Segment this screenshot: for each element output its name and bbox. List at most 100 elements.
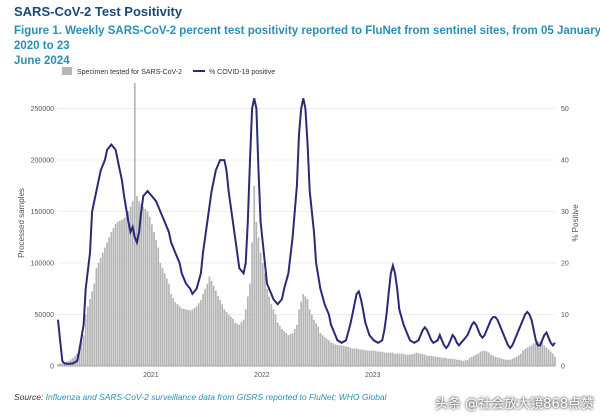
sample-bar — [268, 296, 271, 366]
sample-bar — [204, 288, 207, 366]
sample-bar — [119, 220, 121, 366]
left-tick-label: 50000 — [35, 312, 55, 319]
sample-bar — [129, 206, 132, 366]
sample-bar — [221, 304, 224, 366]
sample-bar — [146, 211, 149, 366]
sample-bar — [419, 353, 422, 366]
sample-bar — [223, 309, 226, 366]
sample-bar — [180, 308, 183, 366]
sample-bar — [287, 335, 290, 366]
sample-bar — [59, 363, 61, 366]
sample-bar — [475, 354, 477, 366]
sample-bar — [153, 232, 155, 366]
sample-bar — [347, 346, 349, 366]
sample-bar — [99, 257, 102, 366]
sample-bar — [238, 324, 241, 366]
figure-title-line1: Figure 1. Weekly SARS-CoV-2 percent test… — [14, 25, 600, 52]
sample-bar — [283, 330, 285, 366]
sample-bar — [168, 283, 170, 366]
sample-bar — [409, 354, 411, 366]
sample-bar — [114, 223, 117, 366]
sample-bar — [193, 307, 196, 366]
sample-bar — [404, 354, 407, 366]
sample-bar — [496, 357, 499, 366]
watermark: 头条 @社会放大镜868点赞 — [435, 397, 594, 412]
sample-bar — [464, 360, 467, 366]
sample-bar — [394, 353, 396, 366]
sample-bar — [447, 358, 450, 366]
right-tick-label: 10 — [561, 312, 569, 319]
sample-bar — [298, 309, 300, 366]
sample-bar — [417, 353, 420, 366]
left-tick-label: 0 — [50, 364, 54, 371]
samples-bars — [57, 82, 556, 366]
sample-bar — [82, 335, 85, 366]
right-axis-label: % Positive — [571, 204, 580, 242]
sample-bar — [534, 342, 537, 366]
section-heading: SARS-CoV-2 Test Positivity — [14, 4, 183, 19]
sample-bar — [210, 281, 213, 366]
sample-bar — [366, 350, 369, 366]
sample-bar — [400, 353, 403, 366]
sample-bar — [310, 314, 313, 366]
sample-bar — [434, 356, 437, 366]
sample-bar — [72, 357, 74, 366]
sample-bar — [479, 351, 482, 366]
sample-bar — [402, 353, 405, 366]
sample-bar — [308, 309, 311, 366]
sample-bar — [97, 263, 100, 366]
sample-bar — [274, 314, 277, 366]
sample-bar — [240, 322, 243, 366]
sample-bar — [91, 291, 93, 366]
sample-bar — [246, 296, 249, 366]
sample-bar — [300, 301, 303, 366]
sample-bar — [387, 352, 390, 366]
sample-bar — [321, 335, 324, 366]
sample-bar — [451, 358, 454, 366]
source-label: Source: — [14, 392, 44, 402]
x-tick-label: 2021 — [143, 372, 159, 379]
sample-bar — [259, 252, 262, 366]
sample-bar — [253, 185, 256, 366]
sample-bar — [276, 322, 279, 366]
left-tick-label: 200000 — [31, 158, 54, 165]
sample-bar — [517, 355, 520, 366]
figure-title: Figure 1. Weekly SARS-CoV-2 percent test… — [14, 24, 600, 69]
sample-bar — [264, 273, 266, 366]
legend-bars-label: Specimen tested for SARS-CoV-2 — [77, 69, 182, 76]
sample-bar — [182, 308, 185, 366]
sample-bar — [315, 323, 317, 366]
sample-bar — [498, 357, 501, 366]
sample-bar — [138, 201, 140, 366]
sample-bar — [468, 357, 471, 366]
right-tick-label: 30 — [561, 209, 569, 216]
sample-bar — [317, 326, 320, 366]
sample-bar — [432, 356, 435, 366]
sample-bar — [396, 353, 399, 366]
sample-bar — [357, 349, 360, 366]
sample-bar — [212, 285, 215, 366]
sample-bar — [349, 347, 352, 366]
sample-bar — [513, 357, 516, 366]
sample-bar — [244, 309, 247, 366]
right-tick-label: 40 — [561, 158, 569, 165]
sample-bar — [528, 346, 531, 366]
sample-bar — [151, 224, 153, 366]
sample-bar — [257, 237, 260, 366]
sample-bar — [353, 348, 356, 366]
sample-bar — [424, 354, 426, 366]
sample-bar — [112, 228, 115, 366]
sample-bar — [332, 343, 335, 366]
sample-bar — [458, 359, 460, 366]
sample-bar — [101, 252, 104, 366]
sample-bar — [392, 352, 394, 366]
sample-bar — [483, 350, 486, 366]
sample-bar — [291, 333, 294, 366]
x-tick-label: 2023 — [365, 372, 381, 379]
sample-bar — [306, 299, 309, 366]
sample-bar — [261, 263, 264, 366]
sample-bar — [351, 348, 354, 366]
sample-bar — [323, 337, 326, 366]
sample-bar — [466, 359, 469, 366]
sample-bar — [532, 343, 535, 366]
